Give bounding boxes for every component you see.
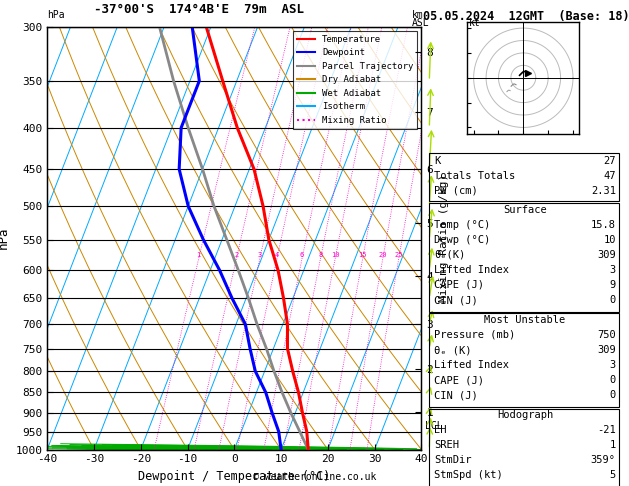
Text: 5: 5 <box>610 470 616 481</box>
Text: kt: kt <box>469 17 481 28</box>
Text: 3: 3 <box>258 252 262 258</box>
Text: θₑ (K): θₑ (K) <box>434 345 472 355</box>
Text: PW (cm): PW (cm) <box>434 186 478 196</box>
Legend: Temperature, Dewpoint, Parcel Trajectory, Dry Adiabat, Wet Adiabat, Isotherm, Mi: Temperature, Dewpoint, Parcel Trajectory… <box>293 31 417 129</box>
Text: 10: 10 <box>603 235 616 245</box>
Text: 1: 1 <box>197 252 201 258</box>
Text: -21: -21 <box>597 425 616 435</box>
Text: 750: 750 <box>597 330 616 340</box>
Text: hPa: hPa <box>47 10 65 20</box>
Text: ASL: ASL <box>412 18 430 28</box>
Text: StmDir: StmDir <box>434 455 472 466</box>
Text: 0: 0 <box>610 390 616 400</box>
Text: Most Unstable: Most Unstable <box>484 315 565 325</box>
Text: Temp (°C): Temp (°C) <box>434 220 490 230</box>
Text: 1: 1 <box>610 440 616 451</box>
Text: 309: 309 <box>597 250 616 260</box>
Text: 10: 10 <box>331 252 340 258</box>
Text: K: K <box>434 156 440 166</box>
Text: 20: 20 <box>379 252 387 258</box>
Text: 0: 0 <box>610 295 616 305</box>
Text: 359°: 359° <box>591 455 616 466</box>
Text: CIN (J): CIN (J) <box>434 295 478 305</box>
Text: Pressure (mb): Pressure (mb) <box>434 330 515 340</box>
Text: Lifted Index: Lifted Index <box>434 265 509 275</box>
Text: 6: 6 <box>300 252 304 258</box>
Text: 2.31: 2.31 <box>591 186 616 196</box>
Text: 8: 8 <box>318 252 323 258</box>
Y-axis label: hPa: hPa <box>0 227 10 249</box>
Text: Lifted Index: Lifted Index <box>434 360 509 370</box>
Text: θₑ(K): θₑ(K) <box>434 250 465 260</box>
Text: © weatheronline.co.uk: © weatheronline.co.uk <box>253 472 376 482</box>
Text: -37°00'S  174°4B'E  79m  ASL: -37°00'S 174°4B'E 79m ASL <box>94 3 304 16</box>
Text: 2: 2 <box>235 252 238 258</box>
Text: 27: 27 <box>603 156 616 166</box>
Text: CAPE (J): CAPE (J) <box>434 375 484 385</box>
Text: Surface: Surface <box>503 205 547 215</box>
Text: 0: 0 <box>610 375 616 385</box>
Text: 25: 25 <box>394 252 403 258</box>
Text: 309: 309 <box>597 345 616 355</box>
Text: 05.05.2024  12GMT  (Base: 18): 05.05.2024 12GMT (Base: 18) <box>423 10 629 23</box>
X-axis label: Dewpoint / Temperature (°C): Dewpoint / Temperature (°C) <box>138 470 330 483</box>
Y-axis label: Mixing Ratio (g/kg): Mixing Ratio (g/kg) <box>438 174 448 302</box>
Text: StmSpd (kt): StmSpd (kt) <box>434 470 503 481</box>
Text: Dewp (°C): Dewp (°C) <box>434 235 490 245</box>
Text: LCL: LCL <box>425 421 443 431</box>
Text: 3: 3 <box>610 360 616 370</box>
Text: CIN (J): CIN (J) <box>434 390 478 400</box>
Text: Totals Totals: Totals Totals <box>434 171 515 181</box>
Text: 15: 15 <box>359 252 367 258</box>
Text: 3: 3 <box>610 265 616 275</box>
Text: 9: 9 <box>610 280 616 290</box>
Text: SREH: SREH <box>434 440 459 451</box>
Text: CAPE (J): CAPE (J) <box>434 280 484 290</box>
Text: 15.8: 15.8 <box>591 220 616 230</box>
Text: km: km <box>412 10 424 20</box>
Text: 4: 4 <box>275 252 279 258</box>
Text: Hodograph: Hodograph <box>497 410 553 420</box>
Text: EH: EH <box>434 425 447 435</box>
Text: 47: 47 <box>603 171 616 181</box>
